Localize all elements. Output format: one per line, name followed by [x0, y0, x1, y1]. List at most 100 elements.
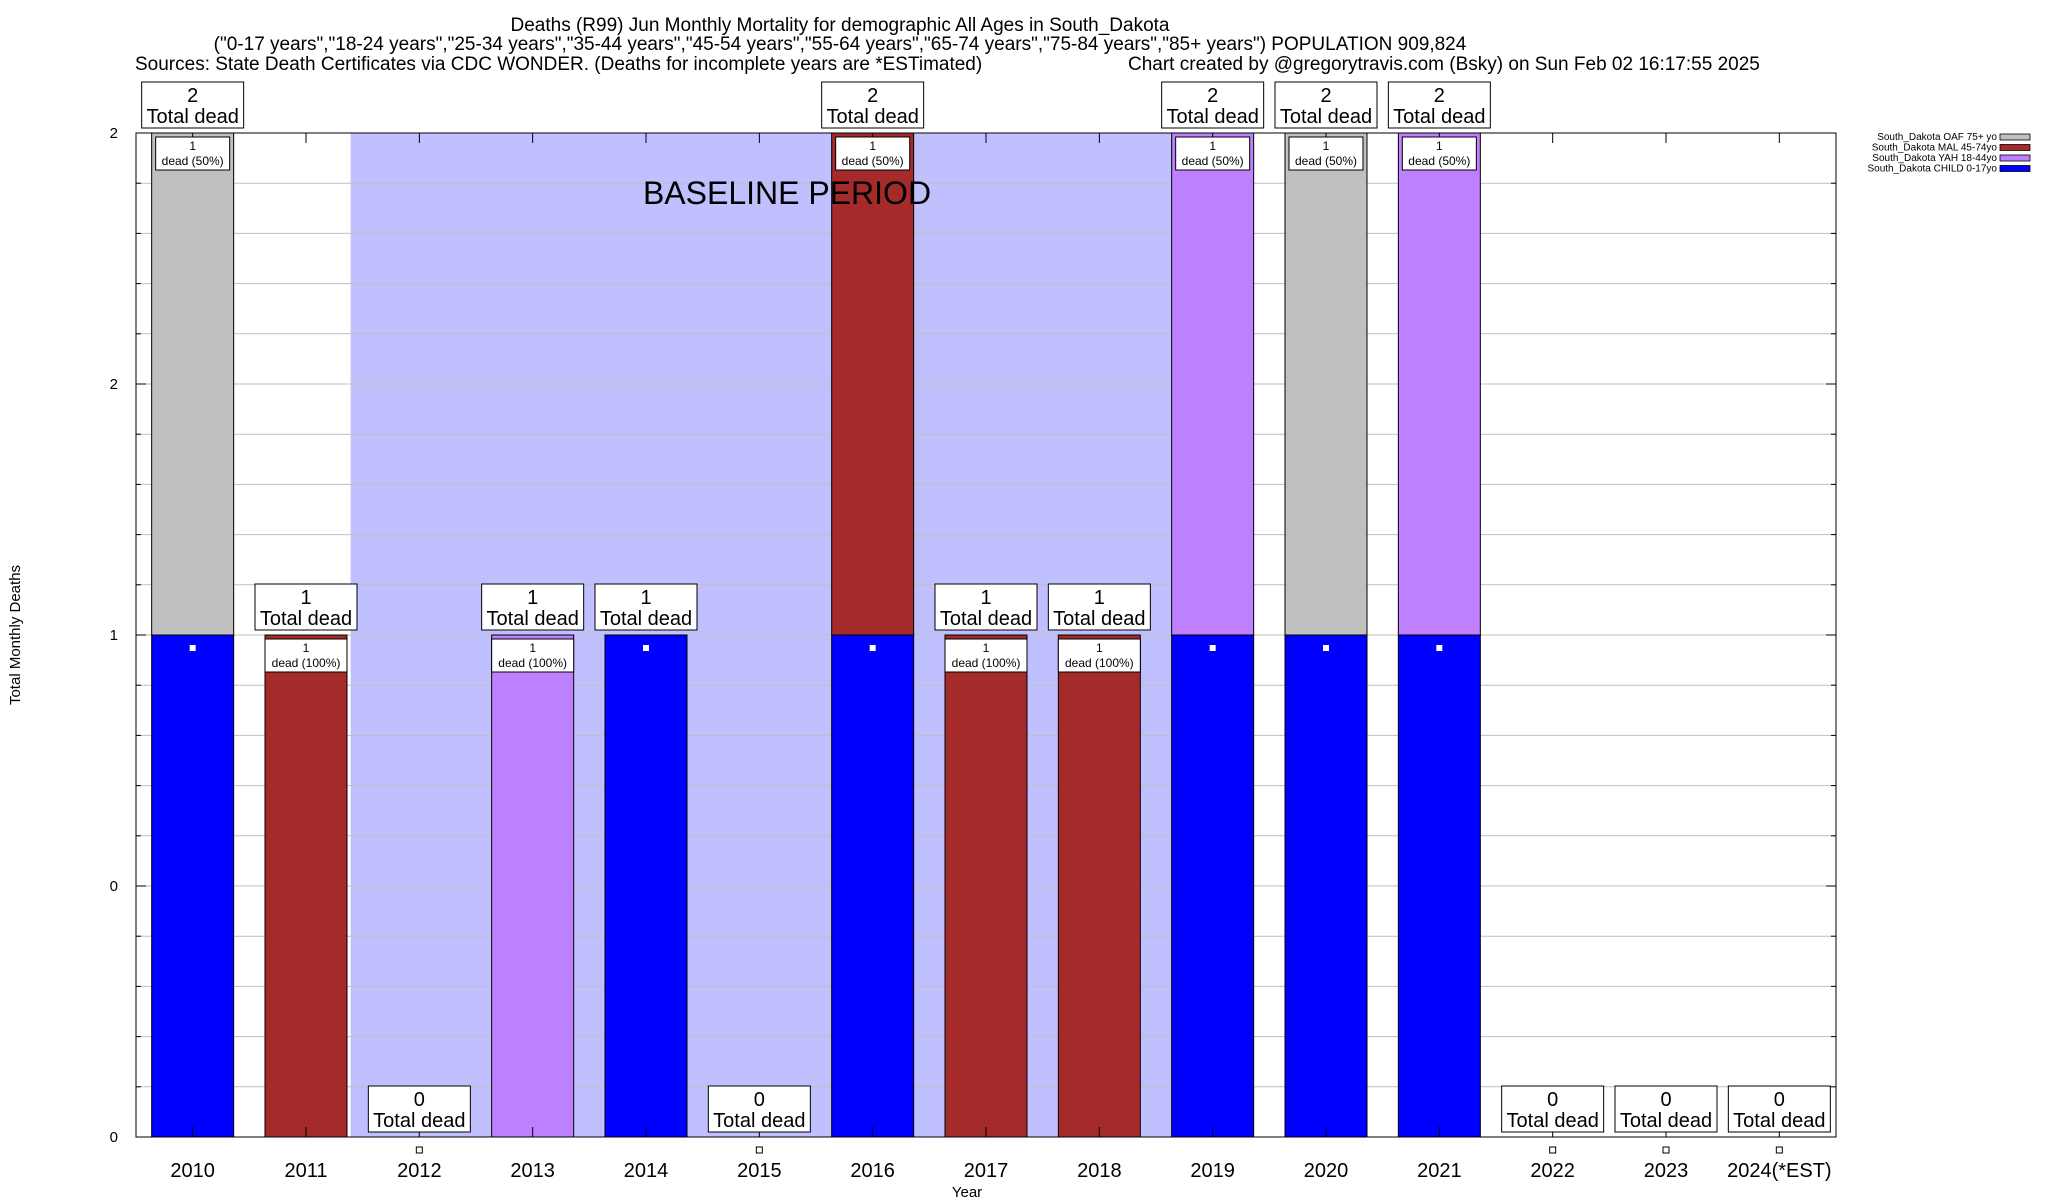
segment-label-box — [944, 638, 1028, 673]
y-axis-title: Total Monthly Deaths — [7, 565, 24, 705]
total-count: 1 — [640, 587, 651, 609]
total-label-box — [934, 583, 1038, 631]
segment-label-box — [155, 136, 231, 171]
total-label-text: Total dead — [1053, 608, 1145, 630]
legend-swatch — [1999, 133, 2031, 141]
total-count: 2 — [1207, 85, 1218, 107]
legend-entry-label: South_Dakota CHILD 0-17yo — [1867, 164, 1997, 175]
bar-segment — [264, 634, 348, 1138]
total-count: 0 — [1660, 1089, 1671, 1111]
x-tick-label: 2015 — [737, 1160, 782, 1182]
total-label-box — [141, 81, 245, 129]
segment-label-box — [491, 638, 575, 673]
point-marker — [1549, 1146, 1557, 1154]
total-count: 0 — [414, 1089, 425, 1111]
bar-segment — [1171, 634, 1255, 1138]
point-marker — [1436, 645, 1443, 651]
segment-label-pct: dead (100%) — [272, 656, 341, 670]
segment-label-count: 1 — [983, 641, 990, 655]
x-tick-label: 2011 — [284, 1160, 327, 1182]
total-count: 1 — [1094, 587, 1105, 609]
legend-swatch — [1999, 165, 2031, 172]
bar-segment — [1284, 634, 1368, 1138]
total-label-text: Total dead — [1280, 106, 1372, 128]
bar-segment — [604, 634, 688, 1138]
segment-label-count: 1 — [1323, 139, 1330, 153]
total-label-text: Total dead — [1620, 1110, 1712, 1132]
legend-entry-label: South_Dakota MAL 45-74yo — [1872, 143, 1998, 154]
point-marker — [189, 645, 196, 651]
segment-label-count: 1 — [1436, 139, 1443, 153]
segment-label-box — [1401, 136, 1477, 171]
total-label-text: Total dead — [940, 608, 1032, 630]
total-label-text: Total dead — [1167, 106, 1259, 128]
total-label-text: Total dead — [713, 1110, 805, 1132]
segment-label-box — [264, 638, 348, 673]
total-count: 2 — [867, 85, 878, 107]
segment-label-pct: dead (50%) — [162, 154, 224, 168]
total-label-box — [1161, 81, 1265, 129]
segment-label-pct: dead (100%) — [952, 656, 1021, 670]
segment-label-pct: dead (50%) — [1182, 154, 1244, 168]
bar-segment — [1284, 132, 1368, 636]
segment-label-pct: dead (100%) — [498, 656, 567, 670]
x-tick-label: 2020 — [1304, 1160, 1349, 1182]
segment-label-box — [1288, 136, 1364, 171]
x-axis-title: Year — [952, 1184, 982, 1200]
segment-label-count: 1 — [1096, 641, 1103, 655]
x-tick-label: 2014 — [624, 1160, 669, 1182]
total-label-box — [821, 81, 925, 129]
bar-segment — [944, 634, 1028, 1138]
total-count: 2 — [1320, 85, 1331, 107]
segment-label-pct: dead (50%) — [842, 154, 904, 168]
bar-segment — [1397, 634, 1481, 1138]
total-label-text: Total dead — [260, 608, 352, 630]
x-tick-label: 2022 — [1530, 1160, 1575, 1182]
x-tick-label: 2023 — [1644, 1160, 1689, 1182]
x-tick-label: 2010 — [170, 1160, 215, 1182]
total-label-box — [707, 1085, 811, 1133]
total-count: 1 — [300, 587, 311, 609]
x-tick-label: 2012 — [397, 1160, 442, 1182]
total-label-text: Total dead — [147, 106, 239, 128]
total-label-text: Total dead — [827, 106, 919, 128]
chart-credit: Chart created by @gregorytravis.com (Bsk… — [1128, 54, 1760, 75]
legend-entry-label: South_Dakota OAF 75+ yo — [1877, 132, 1997, 143]
y-tick-label: 0 — [110, 1129, 118, 1146]
x-tick-label: 2018 — [1077, 1160, 1122, 1182]
chart-subtitle: ("0-17 years","18-24 years","25-34 years… — [214, 34, 1467, 55]
total-label-box — [1501, 1085, 1605, 1133]
y-tick-label: 1 — [110, 627, 118, 644]
total-count: 1 — [527, 587, 538, 609]
chart-title: Deaths (R99) Jun Monthly Mortality for d… — [511, 15, 1170, 36]
segment-label-box — [1175, 136, 1251, 171]
segment-label-pct: dead (50%) — [1295, 154, 1357, 168]
total-label-text: Total dead — [1507, 1110, 1599, 1132]
total-label-text: Total dead — [600, 608, 692, 630]
total-label-text: Total dead — [373, 1110, 465, 1132]
segment-label-box — [835, 136, 911, 171]
segment-label-count: 1 — [303, 641, 310, 655]
total-label-text: Total dead — [487, 608, 579, 630]
total-count: 2 — [187, 85, 198, 107]
point-marker — [1662, 1146, 1670, 1154]
point-marker — [643, 645, 649, 651]
x-tick-label: 2019 — [1190, 1160, 1235, 1182]
point-marker — [869, 645, 876, 651]
baseline-period-label: BASELINE PERIOD — [643, 175, 931, 211]
total-label-box — [1274, 81, 1378, 129]
bar-segment — [831, 634, 915, 1138]
point-marker — [415, 1146, 423, 1154]
y-tick-label: 2 — [110, 376, 118, 393]
total-count: 2 — [1434, 85, 1445, 107]
legend-swatch — [1999, 154, 2031, 162]
x-tick-label: 2024(*EST) — [1727, 1160, 1832, 1182]
bar-segment — [831, 132, 915, 636]
total-label-box — [594, 583, 698, 631]
segment-label-count: 1 — [1209, 139, 1216, 153]
total-label-box — [1387, 81, 1491, 129]
total-label-text: Total dead — [1733, 1110, 1825, 1132]
total-label-box — [1614, 1085, 1718, 1133]
